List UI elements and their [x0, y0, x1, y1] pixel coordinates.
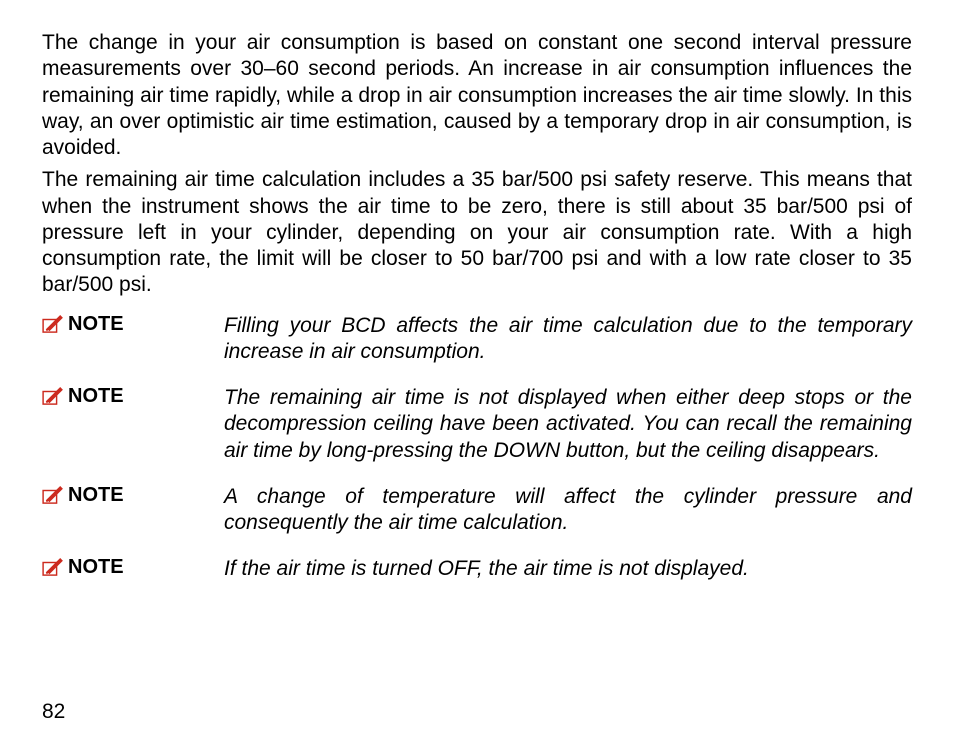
- note-label-cell: NOTE: [42, 313, 224, 336]
- hand-write-icon: [42, 486, 64, 504]
- note-text: The remaining air time is not displayed …: [224, 385, 912, 464]
- hand-write-icon: [42, 387, 64, 405]
- note-label-cell: NOTE: [42, 484, 224, 507]
- note-label-cell: NOTE: [42, 385, 224, 408]
- note-row: NOTE The remaining air time is not displ…: [42, 385, 912, 464]
- page: The change in your air consumption is ba…: [0, 0, 954, 756]
- note-row: NOTE A change of temperature will affect…: [42, 484, 912, 537]
- body-paragraph-2: The remaining air time calculation inclu…: [42, 167, 912, 298]
- note-label: NOTE: [68, 556, 124, 579]
- body-paragraph-1: The change in your air consumption is ba…: [42, 30, 912, 161]
- note-row: NOTE Filling your BCD affects the air ti…: [42, 313, 912, 366]
- note-label: NOTE: [68, 484, 124, 507]
- note-row: NOTE If the air time is turned OFF, the …: [42, 556, 912, 582]
- hand-write-icon: [42, 558, 64, 576]
- page-number: 82: [42, 700, 65, 724]
- note-label: NOTE: [68, 313, 124, 336]
- hand-write-icon: [42, 315, 64, 333]
- note-text: A change of temperature will affect the …: [224, 484, 912, 537]
- note-label-cell: NOTE: [42, 556, 224, 579]
- note-label: NOTE: [68, 385, 124, 408]
- note-text: If the air time is turned OFF, the air t…: [224, 556, 912, 582]
- note-text: Filling your BCD affects the air time ca…: [224, 313, 912, 366]
- notes-section: NOTE Filling your BCD affects the air ti…: [42, 313, 912, 583]
